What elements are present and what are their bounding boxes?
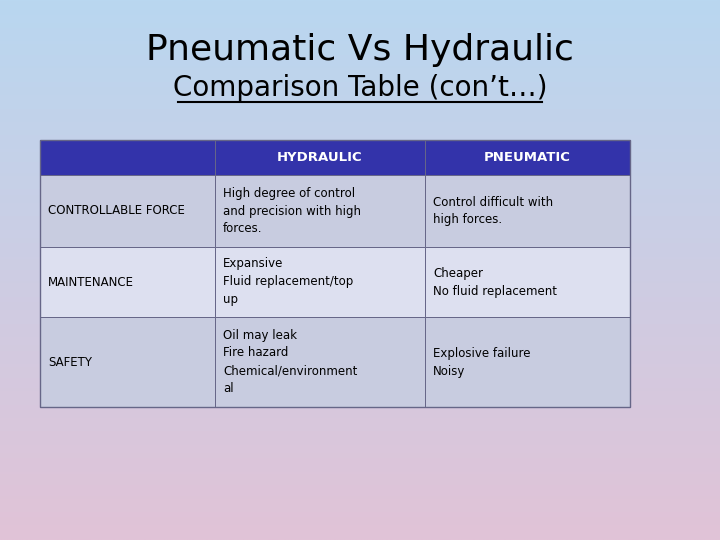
Bar bbox=[40, 140, 215, 175]
Text: Cheaper
No fluid replacement: Cheaper No fluid replacement bbox=[433, 267, 557, 298]
Text: SAFETY: SAFETY bbox=[48, 355, 92, 368]
Bar bbox=[215, 317, 425, 407]
Bar bbox=[40, 317, 215, 407]
Bar bbox=[215, 247, 425, 317]
Bar bbox=[40, 140, 630, 407]
Text: PNEUMATIC: PNEUMATIC bbox=[484, 151, 571, 164]
Bar bbox=[40, 175, 215, 247]
Bar bbox=[425, 140, 630, 175]
Text: Control difficult with
high forces.: Control difficult with high forces. bbox=[433, 195, 553, 226]
Text: Expansive
Fluid replacement/top
up: Expansive Fluid replacement/top up bbox=[223, 258, 354, 307]
Text: HYDRAULIC: HYDRAULIC bbox=[277, 151, 363, 164]
Text: Oil may leak
Fire hazard
Chemical/environment
al: Oil may leak Fire hazard Chemical/enviro… bbox=[223, 328, 357, 395]
Bar bbox=[425, 317, 630, 407]
Bar bbox=[425, 247, 630, 317]
Text: CONTROLLABLE FORCE: CONTROLLABLE FORCE bbox=[48, 205, 185, 218]
Bar bbox=[40, 247, 215, 317]
Bar bbox=[425, 175, 630, 247]
Text: High degree of control
and precision with high
forces.: High degree of control and precision wit… bbox=[223, 186, 361, 235]
Bar bbox=[215, 140, 425, 175]
Text: MAINTENANCE: MAINTENANCE bbox=[48, 275, 134, 288]
Text: Comparison Table (con’t…): Comparison Table (con’t…) bbox=[173, 74, 547, 102]
Text: Pneumatic Vs Hydraulic: Pneumatic Vs Hydraulic bbox=[146, 33, 574, 67]
Text: Explosive failure
Noisy: Explosive failure Noisy bbox=[433, 347, 531, 377]
Bar bbox=[215, 175, 425, 247]
